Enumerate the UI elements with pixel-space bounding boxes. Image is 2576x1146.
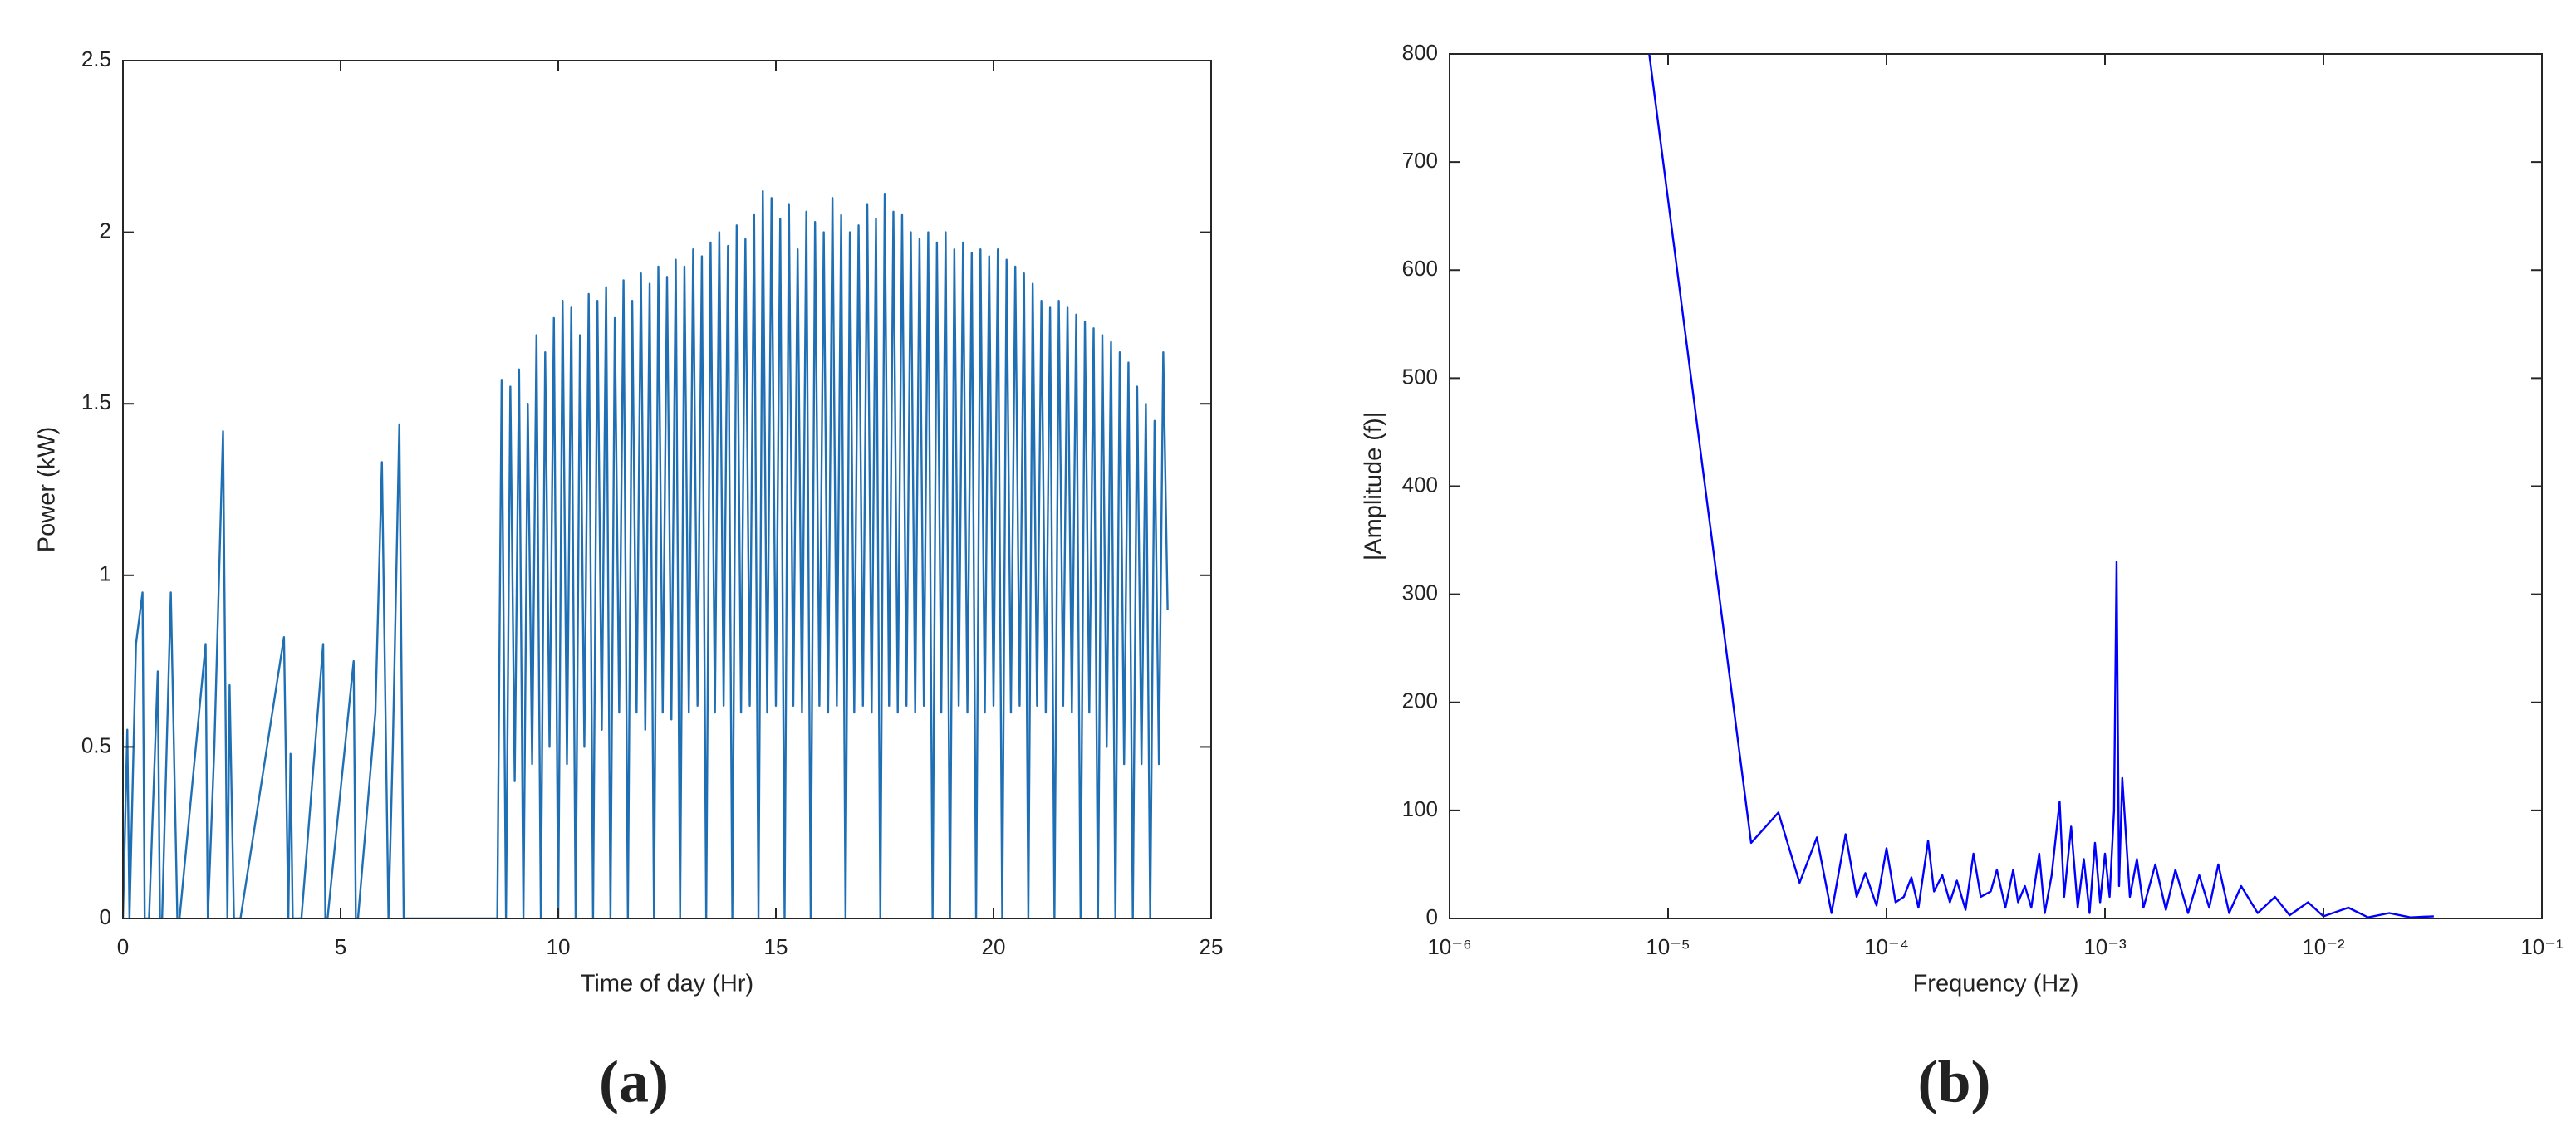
y-axis-label: Power (kW) [34, 427, 61, 552]
x-tick-label: 25 [1200, 934, 1224, 959]
y-tick-label: 1 [100, 561, 111, 586]
caption: (b) [1918, 1049, 1991, 1115]
x-tick-label: 20 [982, 934, 1006, 959]
x-tick-label: 10⁻⁴ [1864, 934, 1909, 959]
y-tick-label: 0.5 [81, 732, 111, 757]
x-tick-label: 10⁻¹ [2520, 934, 2564, 959]
x-tick-label: 5 [335, 934, 346, 959]
y-tick-label: 200 [1402, 688, 1438, 713]
x-tick-label: 10⁻³ [2083, 934, 2127, 959]
caption: (a) [599, 1049, 669, 1115]
x-tick-label: 10⁻⁵ [1646, 934, 1690, 959]
x-tick-label: 0 [117, 934, 129, 959]
axes-box [1449, 53, 2543, 919]
x-tick-label: 15 [764, 934, 788, 959]
x-axis-label: Frequency (Hz) [1913, 971, 2079, 997]
chart: 0 5 10 15 20 25 0 0.5 1 1.5 2 2.5 Time of day (Hr) Po… [34, 47, 1224, 1115]
y-tick-label: 600 [1402, 256, 1438, 281]
y-tick-label: 300 [1402, 580, 1438, 605]
axes-box [122, 60, 1212, 919]
y-tick-label: 400 [1402, 472, 1438, 497]
chart: 10⁻⁶ 10⁻⁵ 10⁻⁴ 10⁻³ 10⁻² 10⁻¹ 0 100 200 300 400 500… [1361, 40, 2564, 1115]
x-tick-label: 10⁻² [2302, 934, 2345, 959]
y-tick-label: 0 [100, 904, 111, 929]
x-tick-label: 10 [547, 934, 571, 959]
y-tick-label: 800 [1402, 40, 1438, 65]
y-tick-label: 2 [100, 218, 111, 242]
y-tick-label: 500 [1402, 364, 1438, 389]
y-tick-label: 1.5 [81, 389, 111, 414]
y-tick-label: 2.5 [81, 47, 111, 71]
y-axis-label: |Amplitude (f)| [1361, 412, 1387, 561]
x-axis-label: Time of day (Hr) [581, 971, 753, 997]
y-tick-label: 0 [1426, 904, 1438, 929]
y-tick-label: 700 [1402, 148, 1438, 173]
y-tick-label: 100 [1402, 796, 1438, 821]
data-line [1648, 54, 2434, 918]
x-tick-label: 10⁻⁶ [1427, 934, 1471, 959]
data-line [123, 189, 1169, 918]
